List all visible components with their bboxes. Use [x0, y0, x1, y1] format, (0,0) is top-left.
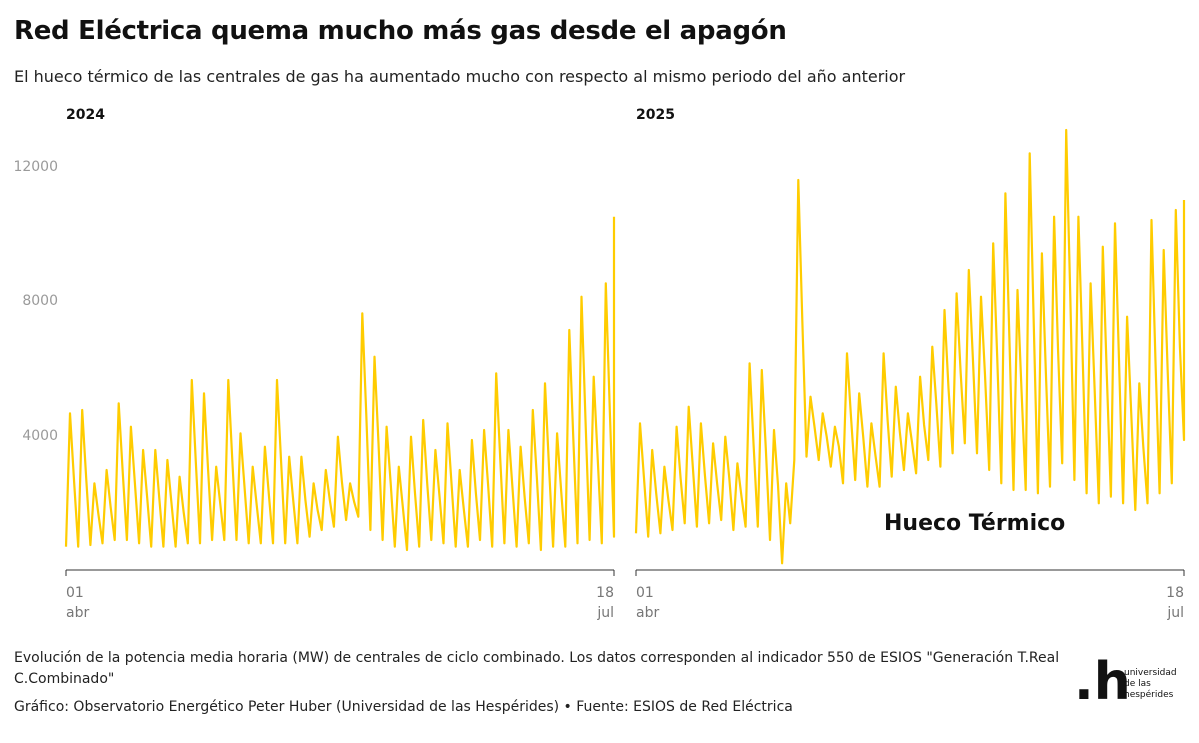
- logo-line-2: de las: [1124, 679, 1151, 689]
- x-tick-label-end-month-2025: jul: [1166, 605, 1184, 621]
- x-tick-label-start-day-2024: 01: [66, 585, 84, 601]
- series-line-2024: [64, 216, 616, 552]
- chart-title: Red Eléctrica quema mucho más gas desde …: [14, 16, 787, 46]
- logo-wordmark: universidad de las hespérides: [1124, 668, 1184, 701]
- panel-label-2024: 2024: [66, 107, 105, 123]
- methodology-note: Evolución de la potencia media horaria (…: [14, 650, 1060, 687]
- y-tick-4000: 4000: [22, 428, 58, 444]
- logo-mark: .h: [1074, 652, 1131, 712]
- chart-svg: 2024 4000 8000 12000 01 abr 18 jul 2025 …: [13, 107, 1186, 621]
- panel-2025: 2025 01 abr 18 jul Hueco Térmico: [634, 107, 1186, 621]
- source-credit: Gráfico: Observatorio Energético Peter H…: [14, 699, 793, 715]
- x-tick-label-end-month-2024: jul: [596, 605, 614, 621]
- x-tick-label-start-month-2025: abr: [636, 605, 659, 621]
- series-line-2025: [634, 128, 1186, 565]
- y-tick-8000: 8000: [22, 293, 58, 309]
- series-annotation: Hueco Térmico: [884, 511, 1065, 536]
- panel-label-2025: 2025: [636, 107, 675, 123]
- university-logo: .h universidad de las hespérides: [1074, 656, 1184, 712]
- panel-2024: 2024 4000 8000 12000 01 abr 18 jul: [13, 107, 616, 621]
- logo-line-1: universidad: [1124, 668, 1177, 678]
- x-tick-label-start-day-2025: 01: [636, 585, 654, 601]
- x-tick-label-start-month-2024: abr: [66, 605, 89, 621]
- x-tick-label-end-day-2025: 18: [1166, 585, 1184, 601]
- x-tick-label-end-day-2024: 18: [596, 585, 614, 601]
- logo-line-3: hespérides: [1124, 690, 1174, 700]
- chart-subtitle: El hueco térmico de las centrales de gas…: [14, 67, 906, 86]
- y-tick-12000: 12000: [13, 159, 58, 175]
